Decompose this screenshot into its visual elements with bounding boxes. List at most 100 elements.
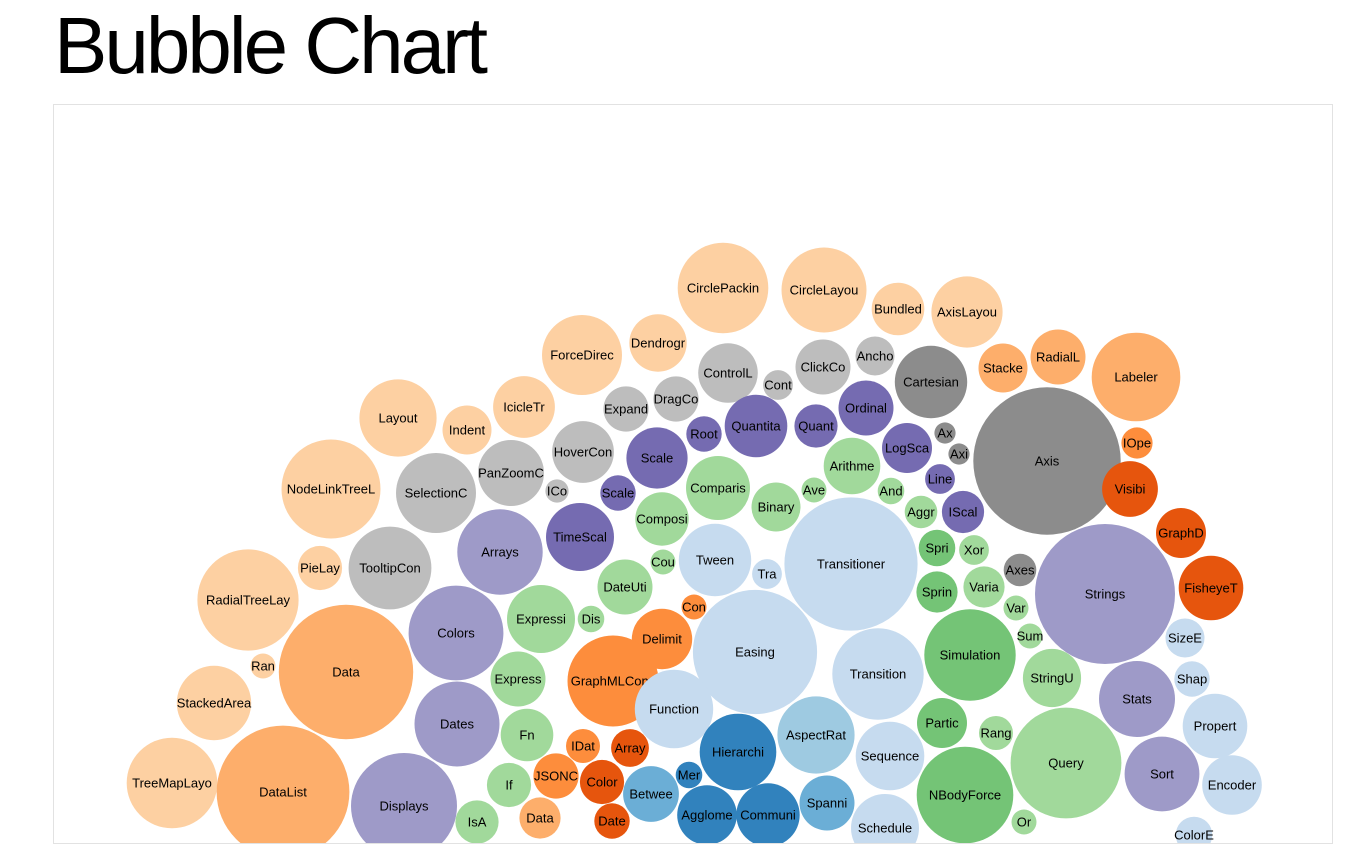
bubble[interactable]: NBodyForce (916, 746, 1014, 844)
bubble[interactable]: Partic (917, 698, 967, 748)
bubble[interactable]: ClickCo (795, 339, 851, 395)
bubble[interactable]: Encoder (1202, 755, 1262, 815)
bubble[interactable]: Axis (973, 387, 1121, 535)
bubble[interactable]: Comparis (686, 456, 750, 520)
bubble[interactable]: Sprin (916, 571, 958, 613)
bubble[interactable]: Ax (934, 422, 956, 444)
bubble[interactable]: Sequence (855, 721, 925, 791)
bubble[interactable]: Ave (801, 477, 827, 503)
bubble[interactable]: Spri (918, 529, 956, 567)
bubble[interactable]: Quant (794, 404, 838, 448)
bubble[interactable]: RadialL (1030, 329, 1086, 385)
bubble[interactable]: ControlL (698, 343, 758, 403)
bubble[interactable]: Data (278, 604, 414, 740)
bubble[interactable]: Visibi (1102, 461, 1158, 517)
bubble[interactable]: Query (1010, 707, 1122, 819)
bubble[interactable]: Bundled (871, 282, 925, 336)
bubble[interactable]: RadialTreeLay (197, 549, 299, 651)
bubble[interactable]: Dates (414, 681, 500, 767)
bubble[interactable]: Binary (751, 482, 801, 532)
bubble[interactable]: Cont (763, 370, 793, 400)
bubble[interactable]: Colors (408, 585, 504, 681)
bubble[interactable]: Simulation (924, 609, 1016, 701)
bubble[interactable]: Sum (1017, 623, 1044, 649)
bubble[interactable]: PieLay (297, 545, 343, 591)
bubble[interactable]: ForceDirec (542, 315, 622, 395)
bubble[interactable]: Arrays (457, 509, 543, 595)
bubble[interactable]: Composi (635, 492, 689, 546)
bubble[interactable]: IcicleTr (493, 376, 555, 438)
bubble[interactable]: Shap (1174, 661, 1210, 697)
bubble[interactable]: And (877, 477, 905, 505)
bubble[interactable]: GraphD (1156, 508, 1206, 558)
bubble[interactable]: IScal (941, 490, 985, 534)
bubble[interactable]: Axes (1003, 553, 1037, 587)
bubble[interactable]: Rang (979, 716, 1013, 750)
bubble[interactable]: LogSca (882, 423, 932, 473)
bubble[interactable]: Mer (675, 761, 703, 789)
bubble[interactable]: CircleLayou (781, 247, 867, 333)
bubble[interactable]: Schedule (851, 794, 919, 844)
bubble[interactable]: Displays (351, 753, 457, 844)
bubble[interactable]: AspectRat (777, 696, 855, 774)
bubble[interactable]: Ran (250, 653, 276, 679)
bubble[interactable]: TimeScal (546, 503, 614, 571)
bubble[interactable]: Fn (500, 708, 554, 762)
bubble[interactable]: Arithme (823, 437, 881, 495)
bubble[interactable]: IDat (566, 729, 600, 763)
bubble[interactable]: Transition (832, 628, 924, 720)
bubble[interactable]: NodeLinkTreeL (281, 439, 381, 539)
bubble[interactable]: FisheyeT (1178, 555, 1244, 621)
bubble[interactable]: DragCo (653, 376, 699, 422)
bubble[interactable]: Xor (959, 535, 989, 565)
bubble[interactable]: Dis (577, 605, 605, 633)
bubble[interactable]: TreeMapLayo (126, 737, 218, 829)
bubble[interactable]: Array (611, 729, 649, 767)
bubble[interactable]: Hierarchi (699, 713, 777, 791)
bubble[interactable]: Spanni (799, 775, 855, 831)
bubble[interactable]: Ordinal (838, 380, 894, 436)
bubble[interactable]: Scale (626, 427, 688, 489)
bubble[interactable]: Var (1003, 595, 1029, 621)
bubble[interactable]: Line (925, 464, 955, 494)
bubble[interactable]: Easing (692, 589, 818, 715)
bubble[interactable]: DateUti (597, 559, 653, 615)
bubble[interactable]: Data (519, 797, 561, 839)
bubble[interactable]: Color (579, 759, 625, 805)
bubble[interactable]: Ancho (855, 336, 895, 376)
bubble[interactable]: Function (634, 669, 714, 749)
bubble[interactable]: DataList (216, 725, 350, 844)
bubble[interactable]: PanZoomC (478, 440, 544, 506)
bubble[interactable]: Stacke (978, 343, 1028, 393)
bubble[interactable]: IsA (455, 800, 499, 843)
bubble[interactable]: Express (490, 651, 546, 707)
bubble[interactable]: TooltipCon (348, 526, 432, 610)
bubble[interactable]: AxisLayou (931, 276, 1003, 348)
bubble[interactable]: Scale (600, 475, 636, 511)
bubble[interactable]: Stats (1099, 661, 1175, 737)
bubble[interactable]: Betwee (623, 766, 679, 822)
bubble[interactable]: Root (686, 416, 722, 452)
bubble[interactable]: Expressi (507, 585, 575, 653)
bubble[interactable]: SelectionC (396, 453, 476, 533)
bubble[interactable]: Labeler (1091, 332, 1181, 422)
bubble[interactable]: Axi (948, 443, 970, 465)
bubble[interactable]: Aggr (904, 495, 938, 529)
bubble[interactable]: Con (681, 594, 707, 620)
bubble[interactable]: Date (594, 803, 630, 839)
bubble[interactable]: Indent (442, 405, 492, 455)
bubble[interactable]: SizeE (1165, 618, 1205, 658)
bubble[interactable]: Strings (1035, 524, 1175, 664)
bubble[interactable]: Layout (359, 379, 437, 457)
bubble[interactable]: Or (1011, 809, 1037, 835)
bubble[interactable]: Sort (1124, 736, 1200, 812)
bubble[interactable]: StringU (1022, 648, 1082, 708)
bubble[interactable]: Transitioner (784, 497, 918, 631)
bubble[interactable]: Cartesian (894, 345, 968, 419)
bubble[interactable]: If (486, 762, 532, 808)
bubble[interactable]: ICo (545, 479, 569, 503)
bubble[interactable]: Quantita (724, 394, 788, 458)
bubble[interactable]: Tra (752, 559, 782, 589)
bubble[interactable]: Tween (678, 523, 752, 597)
bubble[interactable]: JSONC (533, 753, 579, 799)
